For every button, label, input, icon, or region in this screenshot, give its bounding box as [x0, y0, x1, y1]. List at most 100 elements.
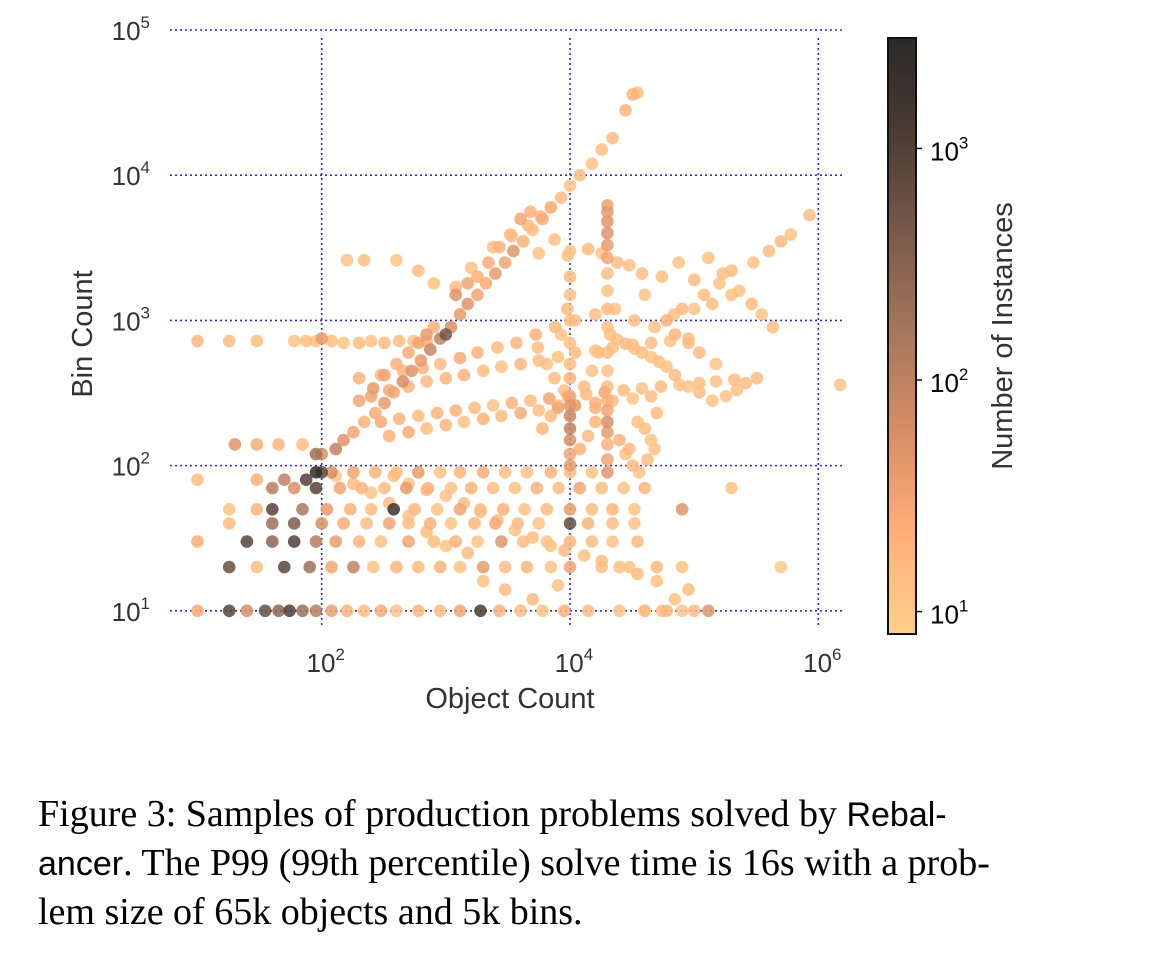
scatter-point — [364, 503, 378, 516]
scatter-point — [357, 253, 371, 267]
scatter-point — [739, 376, 752, 390]
scatter-point — [755, 308, 768, 321]
scatter-point — [601, 438, 614, 451]
scatter-point — [296, 503, 309, 516]
scatter-point — [750, 371, 764, 385]
scatter-point — [563, 409, 577, 423]
scatter-point — [589, 415, 602, 429]
scatter-point — [191, 334, 204, 348]
scatter-point — [347, 560, 360, 574]
scatter-point — [468, 401, 481, 415]
scatter-point — [498, 256, 512, 269]
scatter-point — [493, 604, 506, 618]
caption-rebal: Rebal- — [846, 796, 947, 834]
scatter-point — [563, 535, 577, 548]
scatter-point — [240, 535, 254, 548]
scatter-point — [337, 336, 350, 350]
scatter-point — [601, 205, 614, 219]
scatter-point — [283, 604, 296, 618]
scatter-point — [325, 334, 338, 348]
scatter-point — [626, 392, 639, 405]
scatter-point — [552, 481, 565, 495]
scatter-point — [540, 503, 554, 516]
scatter-point — [510, 336, 523, 350]
caption-ancer: ancer — [38, 845, 124, 883]
scatter-point — [654, 380, 668, 393]
scatter-point — [589, 401, 602, 415]
scatter-point — [461, 297, 475, 311]
scatter-point — [601, 346, 614, 359]
scatter-point — [402, 346, 415, 359]
scatter-point — [524, 205, 537, 219]
scatter-point — [402, 425, 415, 439]
scatter-point — [682, 380, 695, 393]
scatter-point — [250, 473, 264, 487]
scatter-point — [675, 604, 689, 618]
scatter-point — [352, 336, 366, 350]
scatter-point — [687, 302, 701, 316]
scatter-point — [526, 531, 539, 544]
x-axis-label: Object Count — [425, 683, 594, 715]
scatter-point — [392, 412, 406, 426]
scatter-point — [548, 233, 561, 246]
scatter-point — [374, 535, 388, 548]
scatter-point — [347, 466, 360, 479]
scatter-point — [532, 404, 545, 417]
scatter-point — [702, 251, 715, 265]
scatter-point — [433, 357, 447, 371]
scatter-point — [606, 503, 619, 516]
scatter-points — [191, 86, 847, 618]
scatter-point — [762, 244, 776, 258]
scatter-point — [412, 264, 425, 278]
scatter-point — [610, 256, 624, 269]
scatter-point — [745, 297, 758, 311]
scatter-point — [727, 373, 741, 387]
scatter-point — [581, 242, 595, 256]
scatter-point — [320, 503, 334, 516]
scatter-point — [548, 371, 561, 385]
scatter-point — [352, 371, 366, 385]
colorbar-tick-label: 101 — [930, 597, 968, 630]
scatter-point — [563, 357, 577, 371]
scatter-point — [250, 503, 264, 516]
scatter-point — [774, 235, 788, 248]
scatter-point — [329, 442, 343, 456]
scatter-point — [551, 350, 565, 364]
scatter-point — [601, 404, 614, 417]
scatter-point — [551, 401, 565, 415]
scatter-point — [702, 604, 715, 618]
scatter-point — [476, 364, 490, 378]
scatter-point — [613, 560, 626, 574]
scatter-point — [287, 481, 301, 495]
scatter-point — [374, 415, 388, 429]
scatter-point — [668, 593, 682, 606]
scatter-point — [672, 256, 685, 269]
scatter-point — [364, 334, 378, 348]
scatter-point — [585, 157, 599, 170]
scatter-point — [315, 517, 329, 530]
scatter-point — [542, 392, 556, 405]
scatter-point — [531, 341, 545, 354]
scatter-point — [299, 473, 313, 487]
scatter-point — [344, 503, 357, 516]
figure-chart: 102 104 106 101 102 103 104 105 Object Count B… — [67, 13, 1019, 715]
scatter-point — [713, 277, 726, 290]
scatter-point — [619, 104, 632, 117]
scatter-point — [563, 422, 577, 435]
scatter-point — [581, 517, 595, 530]
scatter-point — [655, 270, 669, 284]
scatter-point — [675, 302, 689, 316]
scatter-point — [378, 481, 391, 495]
scatter-point — [390, 604, 403, 618]
scatter-point — [412, 466, 425, 479]
scatter-point — [628, 517, 641, 530]
scatter-point — [622, 258, 636, 272]
scatter-point — [668, 368, 682, 382]
scatter-point — [660, 314, 673, 327]
scatter-point — [299, 334, 313, 348]
scatter-point — [240, 604, 254, 618]
scatter-point — [563, 560, 577, 574]
scatter-point — [427, 535, 441, 548]
scatter-point — [498, 466, 512, 479]
scatter-point — [544, 466, 558, 479]
